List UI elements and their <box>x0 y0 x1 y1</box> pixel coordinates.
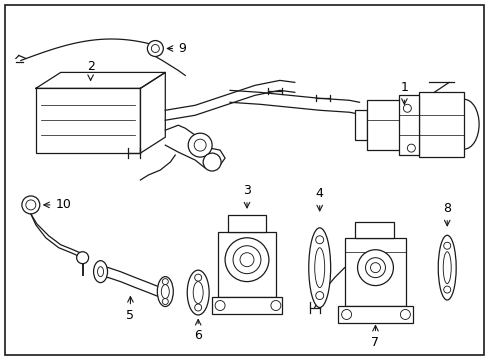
Bar <box>419 92 463 157</box>
Text: 10: 10 <box>56 198 71 211</box>
Text: 3: 3 <box>243 184 250 197</box>
Circle shape <box>315 236 323 244</box>
Bar <box>337 306 412 323</box>
Circle shape <box>365 258 385 278</box>
Circle shape <box>26 200 36 210</box>
Ellipse shape <box>187 270 209 315</box>
Circle shape <box>188 133 212 157</box>
Text: 7: 7 <box>371 336 379 350</box>
Circle shape <box>224 238 268 282</box>
Circle shape <box>240 253 253 267</box>
Text: 6: 6 <box>194 329 202 342</box>
Ellipse shape <box>157 276 173 306</box>
Circle shape <box>357 250 393 285</box>
Text: 9: 9 <box>178 42 186 55</box>
Circle shape <box>215 301 224 310</box>
Circle shape <box>443 242 450 249</box>
Ellipse shape <box>93 261 107 283</box>
Bar <box>354 110 366 140</box>
Text: 4: 4 <box>315 187 323 200</box>
Text: 2: 2 <box>86 60 94 73</box>
Circle shape <box>315 292 323 300</box>
Ellipse shape <box>308 228 330 307</box>
Circle shape <box>403 104 410 112</box>
Circle shape <box>194 304 201 311</box>
Circle shape <box>147 41 163 57</box>
Bar <box>344 238 406 306</box>
Circle shape <box>233 246 261 274</box>
Ellipse shape <box>98 267 103 276</box>
Ellipse shape <box>161 285 169 298</box>
Bar <box>218 232 275 297</box>
Circle shape <box>162 279 168 285</box>
Bar <box>366 100 415 150</box>
Circle shape <box>203 153 221 171</box>
Bar <box>227 215 265 232</box>
Circle shape <box>77 252 88 264</box>
Circle shape <box>162 298 168 305</box>
Circle shape <box>270 301 280 310</box>
Circle shape <box>194 274 201 281</box>
Circle shape <box>341 310 351 319</box>
Circle shape <box>400 310 409 319</box>
Ellipse shape <box>437 235 455 300</box>
Text: 5: 5 <box>126 310 134 323</box>
Text: 1: 1 <box>400 81 407 94</box>
Ellipse shape <box>442 252 450 284</box>
Circle shape <box>370 263 380 273</box>
Circle shape <box>407 144 414 152</box>
Circle shape <box>22 196 40 214</box>
Text: 8: 8 <box>442 202 450 215</box>
Bar <box>36 88 140 153</box>
Ellipse shape <box>193 282 203 303</box>
Circle shape <box>151 45 159 53</box>
Bar <box>354 222 394 238</box>
Circle shape <box>443 286 450 293</box>
Circle shape <box>194 139 206 151</box>
Bar <box>212 297 281 315</box>
Ellipse shape <box>314 248 324 288</box>
Bar <box>399 95 419 155</box>
